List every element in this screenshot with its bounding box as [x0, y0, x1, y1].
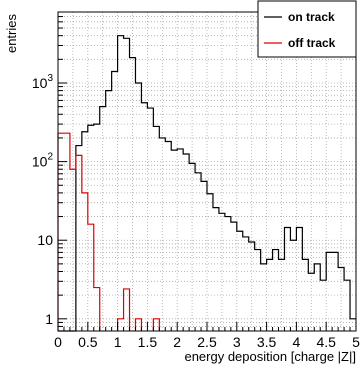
legend-box	[257, 0, 357, 58]
series-on-track-histogram	[58, 35, 356, 332]
x-tick-label: 0	[54, 334, 62, 350]
legend-label-off-track: off track	[288, 36, 336, 50]
x-axis-title: energy deposition [charge |Z|]	[184, 349, 356, 364]
y-tick-label: 103	[32, 73, 54, 91]
x-tick-label: 5	[352, 334, 360, 350]
legend-label-on-track: on track	[288, 10, 335, 24]
series-layer	[57, 35, 356, 332]
x-tick-label: 2	[173, 334, 181, 350]
x-tick-label: 4	[293, 334, 301, 350]
x-tick-label: 4.5	[316, 334, 336, 350]
x-tick-label: 0.5	[78, 334, 98, 350]
legend: on track off track	[257, 0, 357, 58]
x-tick-label: 3.5	[257, 334, 277, 350]
x-tick-label: 2.5	[197, 334, 217, 350]
y-tick-label: 102	[32, 152, 54, 170]
y-axis-title: entries	[4, 14, 19, 54]
y-tick-label: 10	[37, 232, 53, 248]
x-tick-label: 1.5	[138, 334, 158, 350]
x-tick-label: 1	[114, 334, 122, 350]
series-off-track-histogram	[57, 132, 160, 331]
axes: 0 0.5 1 1.5 2 2.5 3 3.5 4 4.5 5 1 10 102 103	[32, 11, 360, 350]
y-tick-label: 1	[45, 311, 53, 327]
x-tick-label: 3	[233, 334, 241, 350]
